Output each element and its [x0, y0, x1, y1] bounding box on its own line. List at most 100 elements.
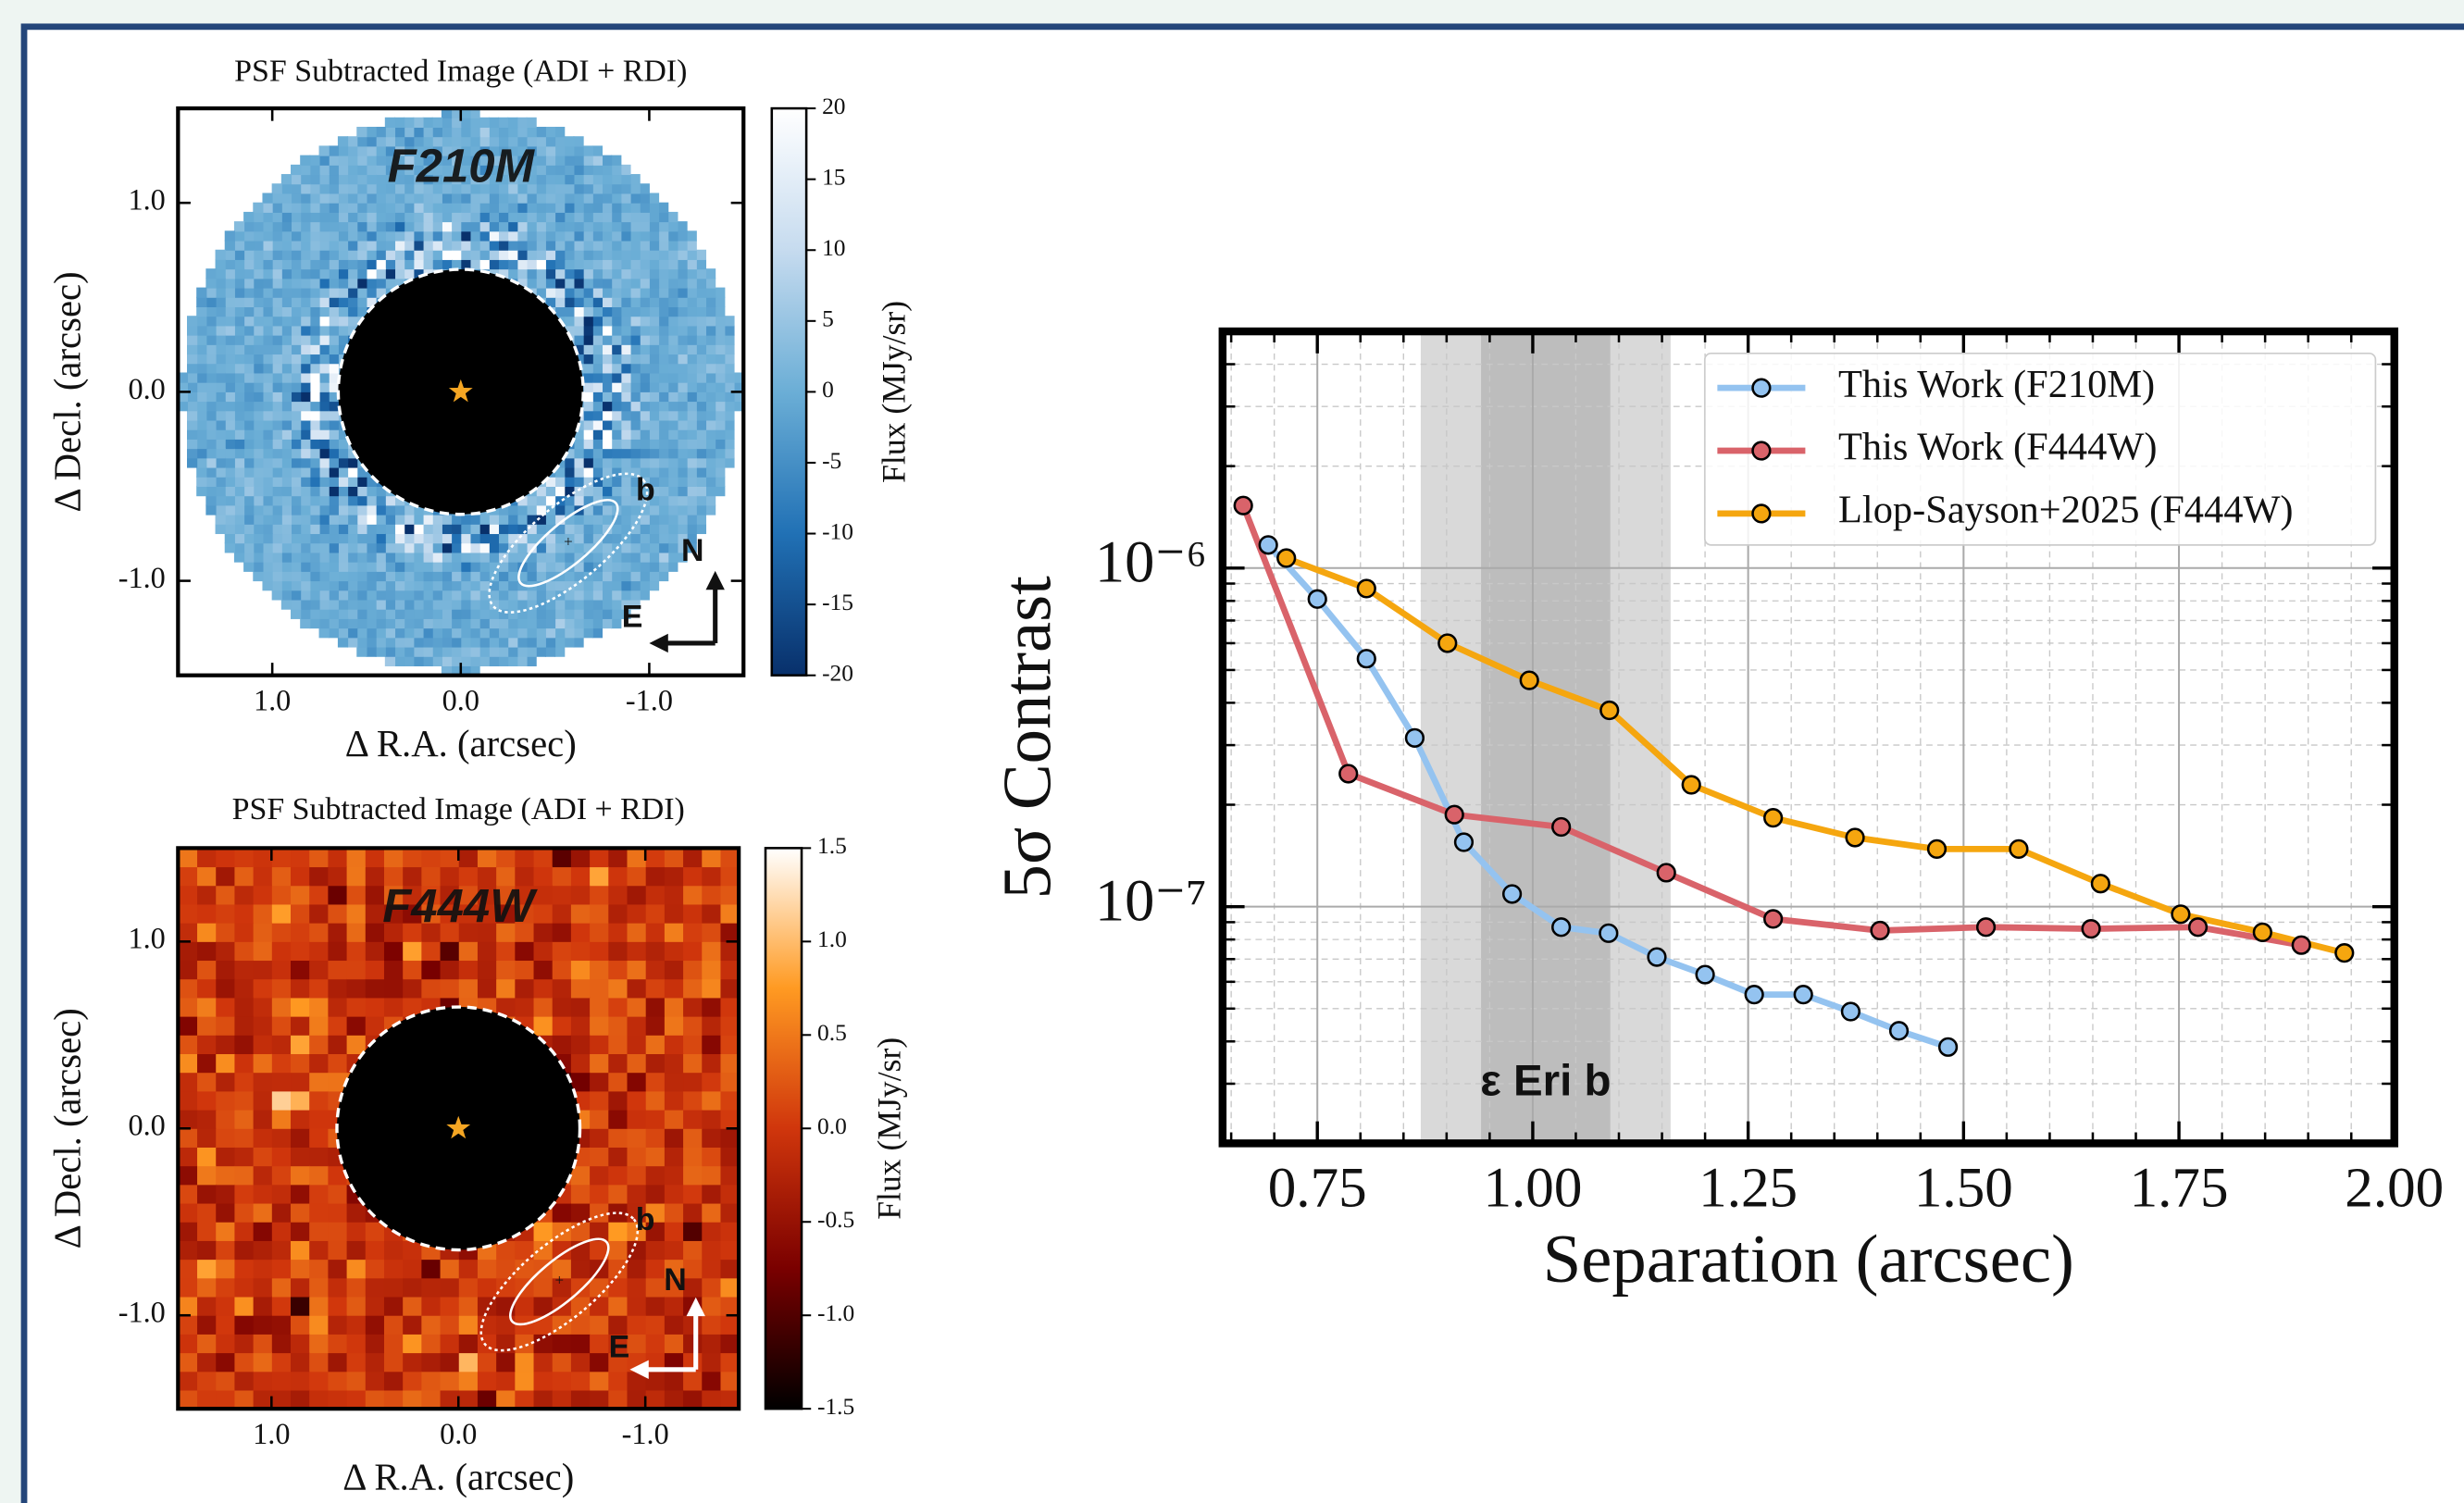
image-pixel — [271, 1110, 291, 1129]
image-pixel — [243, 268, 254, 279]
image-pixel — [178, 1240, 197, 1260]
image-pixel — [589, 866, 608, 886]
image-pixel — [327, 941, 346, 961]
image-pixel — [262, 372, 272, 382]
image-pixel — [583, 420, 593, 430]
image-pixel — [290, 1352, 309, 1372]
image-pixel — [611, 439, 621, 449]
image-pixel — [583, 297, 593, 307]
image-pixel — [592, 297, 603, 307]
image-pixel — [554, 297, 565, 307]
image-pixel — [308, 1090, 328, 1110]
image-pixel — [495, 1389, 515, 1409]
image-pixel — [309, 203, 319, 213]
image-pixel — [196, 429, 206, 440]
image-pixel — [356, 609, 367, 619]
image-pixel — [664, 1334, 683, 1353]
image-pixel — [243, 410, 254, 420]
image-pixel — [329, 354, 339, 364]
image-pixel — [423, 600, 433, 610]
image-pixel — [225, 344, 235, 354]
legend-marker — [1753, 379, 1771, 397]
image-pixel — [196, 1053, 216, 1073]
image-pixel — [545, 241, 555, 251]
image-pixel — [394, 571, 404, 581]
image-pixel — [479, 524, 490, 534]
image-pixel — [178, 885, 197, 904]
image-pixel — [649, 212, 659, 222]
image-pixel — [640, 268, 650, 279]
image-pixel — [554, 259, 565, 269]
image-pixel — [479, 221, 490, 231]
image-pixel — [507, 250, 517, 260]
image-pixel — [366, 495, 376, 505]
image-pixel — [253, 477, 263, 487]
image-pixel — [243, 486, 254, 496]
image-pixel — [309, 590, 319, 600]
image-pixel — [667, 524, 678, 534]
image-pixel — [583, 325, 593, 335]
legend-label: Llop-Sayson+2025 (F444W) — [1838, 489, 2294, 532]
image-pixel — [545, 542, 555, 553]
image-pixel — [347, 193, 357, 203]
image-pixel — [404, 515, 414, 525]
image-pixel — [271, 1297, 291, 1316]
image-pixel — [225, 467, 235, 478]
image-pixel — [281, 429, 292, 440]
image-pixel — [308, 1352, 328, 1372]
image-pixel — [682, 848, 702, 867]
image-pixel — [308, 978, 328, 998]
image-pixel — [300, 203, 310, 213]
image-pixel — [602, 344, 612, 354]
image-pixel — [469, 571, 479, 581]
image-pixel — [234, 401, 244, 411]
image-pixel — [667, 335, 678, 345]
image-pixel — [469, 580, 479, 590]
image-pixel — [253, 268, 263, 279]
image-pixel — [319, 477, 330, 487]
image-pixel — [536, 562, 546, 572]
image-pixel — [516, 268, 527, 279]
image-pixel — [366, 278, 376, 288]
image-pixel — [682, 866, 702, 886]
image-pixel — [196, 1147, 216, 1166]
image-pixel — [630, 241, 641, 251]
image-pixel — [620, 372, 630, 382]
image-pixel — [536, 637, 546, 647]
image-pixel — [667, 439, 678, 449]
image-pixel — [719, 1277, 739, 1297]
image-pixel — [682, 960, 702, 979]
image-pixel — [667, 562, 678, 572]
x-tick-label: -1.0 — [622, 1417, 669, 1450]
image-pixel — [272, 533, 282, 543]
image-pixel — [701, 848, 720, 867]
image-pixel — [658, 250, 668, 260]
image-pixel — [719, 885, 739, 904]
data-point — [1552, 818, 1570, 836]
image-pixel — [253, 391, 263, 402]
y-tick-label: 0.0 — [128, 1109, 165, 1142]
image-pixel — [338, 221, 348, 231]
image-pixel — [253, 250, 263, 260]
image-pixel — [291, 580, 301, 590]
image-pixel — [649, 552, 659, 562]
image-pixel — [554, 486, 565, 496]
image-pixel — [423, 647, 433, 657]
image-pixel — [253, 1035, 272, 1054]
image-pixel — [527, 647, 537, 657]
image-pixel — [564, 183, 574, 193]
image-pixel — [300, 486, 310, 496]
image-pixel — [630, 325, 641, 335]
image-pixel — [602, 562, 612, 572]
image-pixel — [365, 1297, 384, 1316]
image-pixel — [300, 580, 310, 590]
image-pixel — [719, 1240, 739, 1260]
image-pixel — [451, 250, 461, 260]
image-pixel — [516, 618, 527, 628]
image-pixel — [327, 866, 346, 886]
image-pixel — [533, 1222, 553, 1241]
image-pixel — [300, 429, 310, 440]
image-pixel — [677, 250, 687, 260]
image-pixel — [589, 1315, 608, 1335]
image-pixel — [300, 250, 310, 260]
